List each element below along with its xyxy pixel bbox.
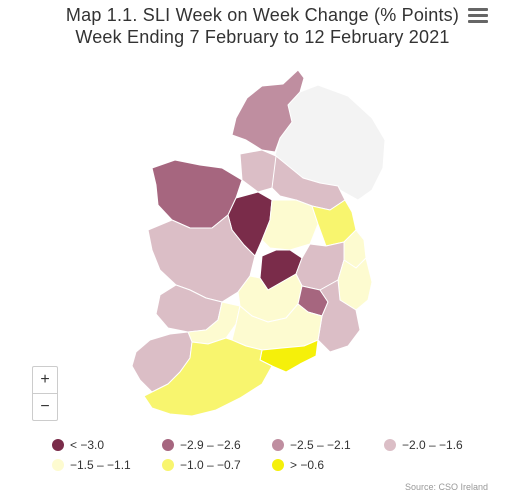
region-longford-westmeath[interactable] [261,199,319,251]
hamburger-icon[interactable] [468,8,488,28]
legend-label: −2.0 – −1.6 [402,438,463,452]
region-northern-ireland[interactable] [271,84,386,201]
map-title: Map 1.1. SLI Week on Week Change (% Poin… [0,4,525,48]
legend-label: > −0.6 [290,458,325,472]
region-donegal[interactable] [231,69,305,153]
legend-dot [272,439,284,451]
legend-label: −2.9 – −2.6 [180,438,241,452]
legend-label: −1.0 – −0.7 [180,458,241,472]
legend-label: < −3.0 [70,438,105,452]
legend-dot [272,459,284,471]
region-wexford[interactable] [317,279,361,353]
legend-dot [162,439,174,451]
zoom-in-button[interactable]: + [40,371,50,388]
title-line-2: Week Ending 7 February to 12 February 20… [75,27,450,47]
legend-dot [384,439,396,451]
legend-item[interactable]: > −0.6 [272,458,324,472]
legend-item[interactable]: < −3.0 [52,438,104,452]
source-credit[interactable]: Source: CSO Ireland [405,482,489,492]
legend-label: −2.5 – −2.1 [290,438,351,452]
legend-label: −1.5 – −1.1 [70,458,131,472]
legend-item[interactable]: −2.0 – −1.6 [384,438,463,452]
legend-item[interactable]: −1.5 – −1.1 [52,458,131,472]
legend-dot [162,459,174,471]
legend-dot [52,439,64,451]
legend-dot [52,459,64,471]
region-cork[interactable] [143,337,273,417]
legend-item[interactable]: −2.5 – −2.1 [272,438,351,452]
zoom-out-button[interactable]: − [33,393,57,420]
legend-item[interactable]: −2.9 – −2.6 [162,438,241,452]
legend-item[interactable]: −1.0 – −0.7 [162,458,241,472]
zoom-controls: + − [32,366,58,421]
title-line-1: Map 1.1. SLI Week on Week Change (% Poin… [65,5,460,25]
